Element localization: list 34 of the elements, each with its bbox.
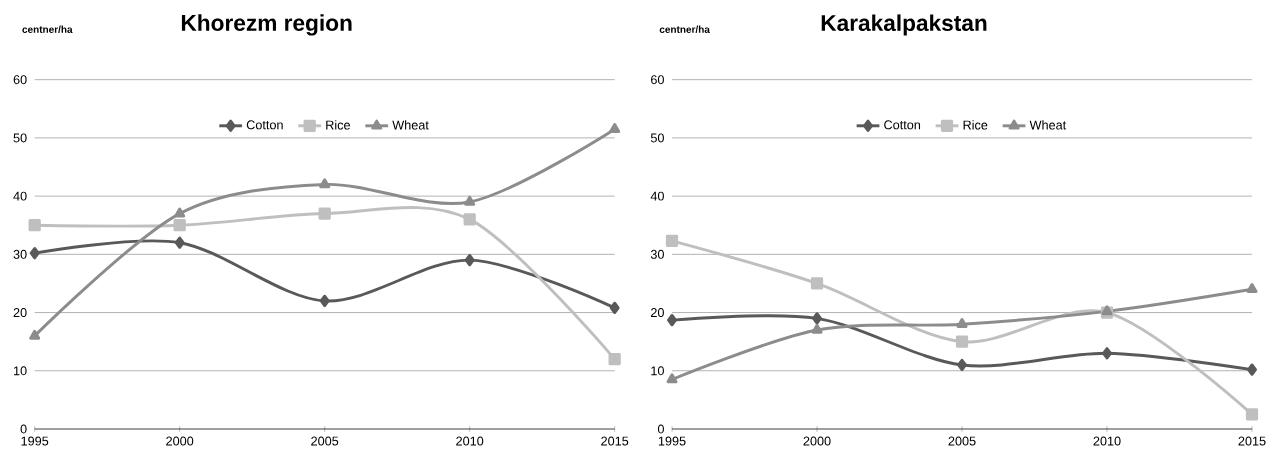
x-tick-label: 1995 [658, 436, 686, 446]
y-tick-label: 20 [13, 308, 27, 318]
legend-label: Wheat [1029, 120, 1067, 130]
y-tick-label: 50 [650, 133, 664, 143]
y-tick-label: 0 [657, 424, 664, 434]
legend-label: Cotton [884, 120, 921, 130]
y-tick-label: 0 [20, 424, 27, 434]
y-tick-label: 10 [14, 366, 27, 376]
x-tick-label: 2005 [948, 436, 976, 446]
y-tick-label: 30 [13, 249, 27, 259]
legend-label: Rice [963, 120, 988, 130]
x-tick-label: 2015 [601, 436, 629, 446]
x-tick-label: 2000 [166, 436, 194, 446]
x-tick-label: 1995 [21, 436, 49, 446]
y-tick-label: 30 [650, 249, 664, 259]
y-axis-title: centner/ha [659, 25, 710, 34]
y-tick-label: 40 [13, 191, 27, 201]
y-tick-label: 60 [651, 75, 664, 85]
y-tick-label: 10 [651, 366, 664, 376]
legend-label: Wheat [392, 120, 429, 130]
legend-label: Cotton [246, 120, 283, 130]
x-tick-label: 2010 [1093, 436, 1121, 446]
x-tick-label: 2005 [311, 436, 339, 446]
x-tick-label: 2010 [456, 436, 484, 446]
x-tick-label: 2000 [803, 436, 831, 446]
y-tick-label: 50 [13, 133, 27, 143]
x-tick-label: 2015 [1238, 436, 1266, 446]
y-tick-label: 20 [651, 308, 664, 318]
chart-title: Khorezm region [181, 14, 352, 36]
legend-label: Rice [326, 120, 350, 130]
y-tick-label: 60 [13, 75, 27, 85]
y-axis-title: centner/ha [22, 25, 73, 34]
chart-title: Karakalpakstan [821, 14, 987, 36]
y-tick-label: 40 [650, 191, 664, 201]
